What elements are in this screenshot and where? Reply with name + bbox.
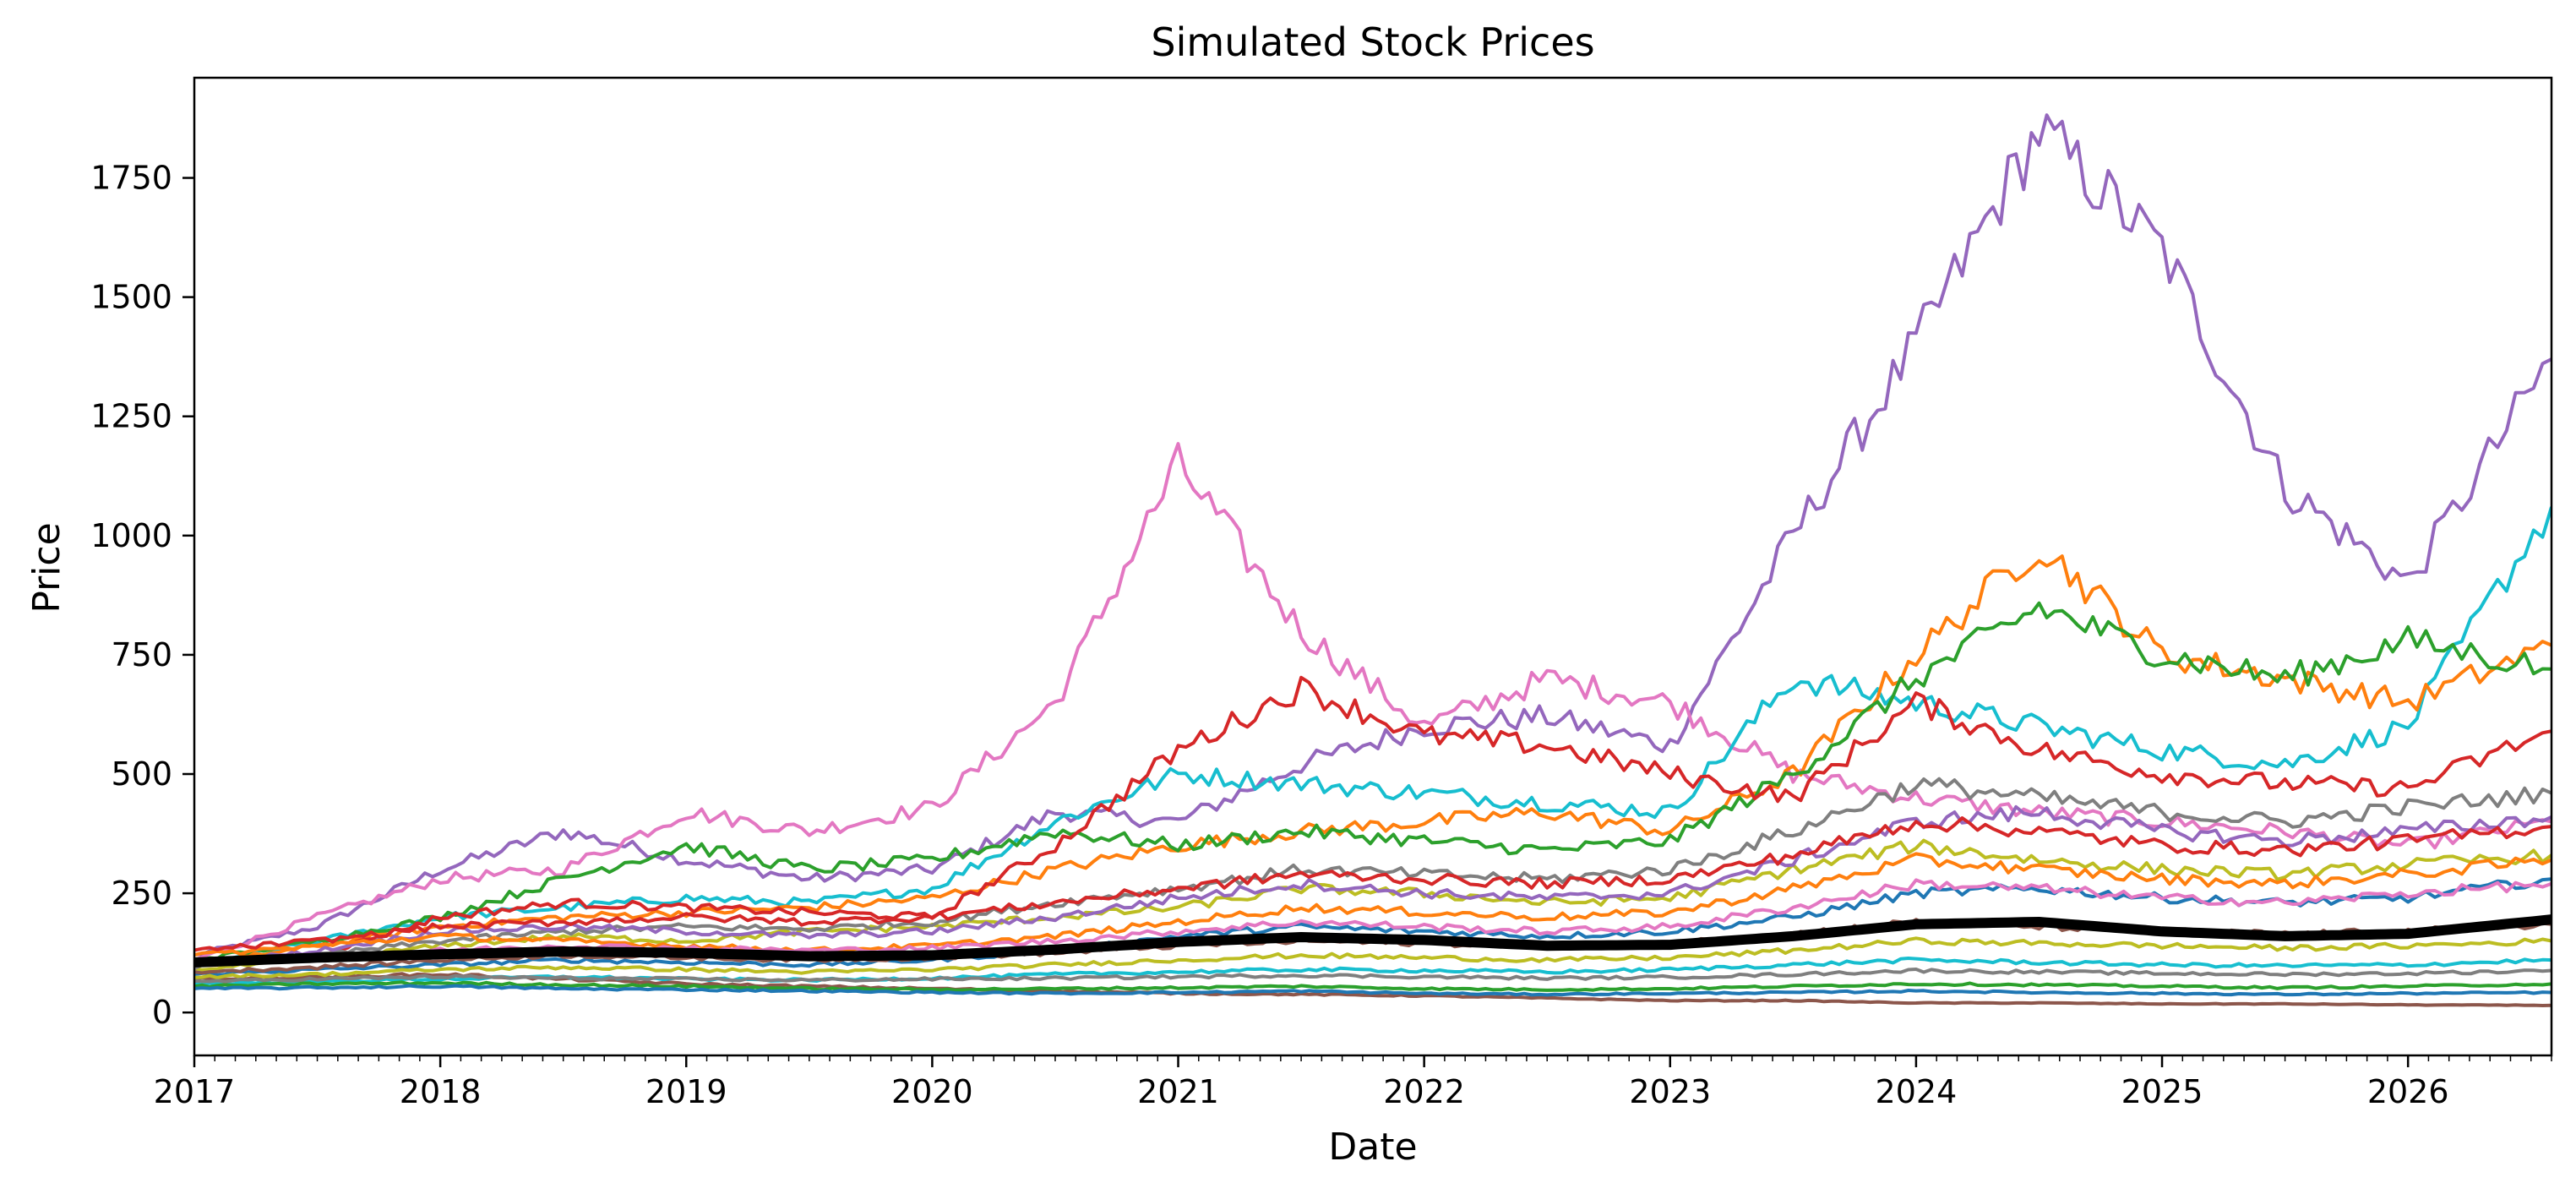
series-line-17 — [194, 816, 2551, 952]
series-line-11 — [194, 804, 2551, 967]
series-line-2 — [194, 442, 2551, 962]
series-line-1 — [194, 113, 2551, 957]
series-line-16 — [194, 984, 2551, 997]
mean-line — [194, 914, 2551, 968]
series-line-3 — [194, 506, 2551, 968]
y-tick-label: 1750 — [90, 160, 172, 197]
x-tick-label: 2023 — [1629, 1073, 1711, 1110]
mean-layer — [194, 914, 2551, 968]
series-line-4 — [194, 554, 2551, 967]
series-line-7 — [194, 877, 2551, 977]
y-tick-label: 250 — [111, 875, 172, 912]
series-line-6 — [194, 675, 2551, 968]
x-axis-label: Date — [1328, 1126, 1417, 1169]
y-axis: 0 250 500 750 1000 1250 1500 1750 — [90, 160, 194, 1031]
series-line-10 — [194, 777, 2551, 971]
x-tick-label: 2018 — [400, 1073, 482, 1110]
y-tick-label: 500 — [111, 755, 172, 793]
series-line-18 — [194, 936, 2551, 979]
plot-frame — [193, 76, 2553, 1057]
series-line-20 — [194, 968, 2551, 984]
series-line-5 — [194, 601, 2551, 962]
x-tick-label: 2025 — [2121, 1073, 2203, 1110]
series-line-8 — [194, 972, 2551, 1007]
series-line-14 — [194, 852, 2551, 957]
y-tick-label: 750 — [111, 636, 172, 673]
x-axis: 2017 2018 2019 2020 2021 2022 2023 2024 2025 2026 — [154, 1055, 2552, 1110]
x-tick-label: 2019 — [645, 1073, 727, 1110]
y-tick-label: 0 — [152, 994, 172, 1031]
y-tick-label: 1500 — [90, 279, 172, 316]
chart-title: Simulated Stock Prices — [1151, 19, 1594, 65]
y-axis-label: Price — [25, 522, 68, 613]
x-tick-label: 2022 — [1383, 1073, 1465, 1110]
y-tick-label: 1000 — [90, 517, 172, 554]
x-tick-label: 2021 — [1137, 1073, 1219, 1110]
series-line-9 — [194, 838, 2551, 972]
x-tick-label: 2020 — [891, 1073, 973, 1110]
y-tick-label: 1250 — [90, 398, 172, 435]
x-tick-label: 2026 — [2367, 1073, 2449, 1110]
series-line-13 — [194, 980, 2551, 992]
series-layer — [194, 113, 2551, 1007]
x-tick-label: 2024 — [1876, 1073, 1958, 1110]
series-line-12 — [194, 957, 2551, 986]
x-tick-label: 2017 — [154, 1073, 236, 1110]
